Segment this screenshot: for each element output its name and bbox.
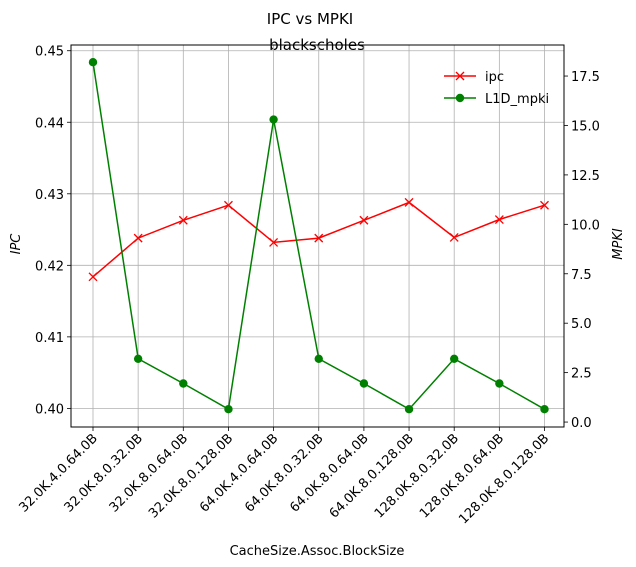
x-tick-label: 64.0K.8.0.32.0B: [242, 431, 326, 515]
x-tick-label: 32.0K.8.0.128.0B: [146, 431, 236, 521]
data-point-L1D_mpki: [269, 115, 278, 124]
y-right-tick-label: 2.5: [571, 367, 592, 382]
data-point-L1D_mpki: [450, 354, 459, 363]
y-right-tick-label: 5.0: [571, 317, 592, 332]
data-point-L1D_mpki: [495, 379, 504, 388]
y-right-tick-label: 10.0: [571, 218, 600, 233]
axes-layer: 32.0K.4.0.64.0B32.0K.8.0.32.0B32.0K.8.0.…: [16, 45, 599, 528]
y-axis-left-label: IPC: [9, 233, 24, 255]
x-tick-label: 32.0K.8.0.64.0B: [107, 431, 191, 515]
legend-ipc-marker: [455, 71, 465, 81]
y-left-tick-label: 0.41: [35, 331, 64, 346]
plot-frame: [70, 44, 565, 428]
x-tick-label: 32.0K.8.0.32.0B: [62, 431, 146, 515]
data-point-ipc: [178, 215, 188, 225]
data-point-L1D_mpki: [179, 379, 188, 388]
y-right-tick-label: 0.0: [571, 416, 592, 431]
y-left-tick-label: 0.43: [35, 188, 64, 203]
x-tick-label: 64.0K.8.0.64.0B: [287, 431, 371, 515]
data-point-ipc: [133, 233, 143, 243]
legend-ipc-label: ipc: [485, 70, 504, 85]
x-tick-label: 128.0K.8.0.32.0B: [372, 431, 462, 521]
data-point-L1D_mpki: [224, 405, 233, 414]
data-point-L1D_mpki: [540, 405, 549, 414]
x-tick-label: 128.0K.8.0.64.0B: [417, 431, 507, 521]
y-right-tick-label: 7.5: [571, 268, 592, 283]
x-axis-label: CacheSize.Assoc.BlockSize: [230, 544, 405, 559]
data-point-L1D_mpki: [359, 379, 369, 388]
data-point-L1D_mpki: [88, 58, 98, 67]
legend-mpki-label: L1D_mpki: [485, 92, 549, 107]
y-right-tick-label: 17.5: [571, 70, 600, 85]
data-point-L1D_mpki: [314, 354, 323, 363]
data-point-ipc: [359, 215, 369, 225]
legend-mpki-marker: [455, 93, 465, 103]
data-point-ipc: [494, 215, 504, 225]
grid: [71, 45, 564, 427]
data-point-L1D_mpki: [133, 354, 143, 363]
chart-suptitle: IPC vs MPKI: [267, 10, 353, 28]
data-point-ipc: [269, 237, 279, 247]
data-point-ipc: [88, 272, 98, 282]
x-tick-label: 128.0K.8.0.128.0B: [456, 431, 552, 527]
y-left-tick-label: 0.40: [35, 402, 64, 417]
x-tick-label: 64.0K.4.0.64.0B: [197, 431, 281, 515]
data-point-ipc: [449, 232, 459, 242]
y-left-tick-label: 0.44: [35, 116, 64, 131]
y-right-tick-label: 12.5: [571, 169, 600, 184]
legend: ipc L1D_mpki: [444, 70, 549, 107]
x-tick-label: 64.0K.8.0.128.0B: [327, 431, 417, 521]
data-point-ipc: [404, 197, 414, 207]
y-left-tick-label: 0.45: [35, 45, 64, 60]
series-layer: [88, 58, 549, 414]
x-tick-label: 32.0K.4.0.64.0B: [16, 431, 100, 515]
y-left-tick-label: 0.42: [35, 259, 64, 274]
data-point-ipc: [223, 200, 233, 210]
data-point-ipc: [540, 200, 549, 210]
y-right-tick-label: 15.0: [571, 119, 600, 134]
data-point-L1D_mpki: [404, 405, 414, 414]
data-point-ipc: [314, 233, 324, 243]
y-axis-right-label: MPKI: [611, 228, 626, 260]
